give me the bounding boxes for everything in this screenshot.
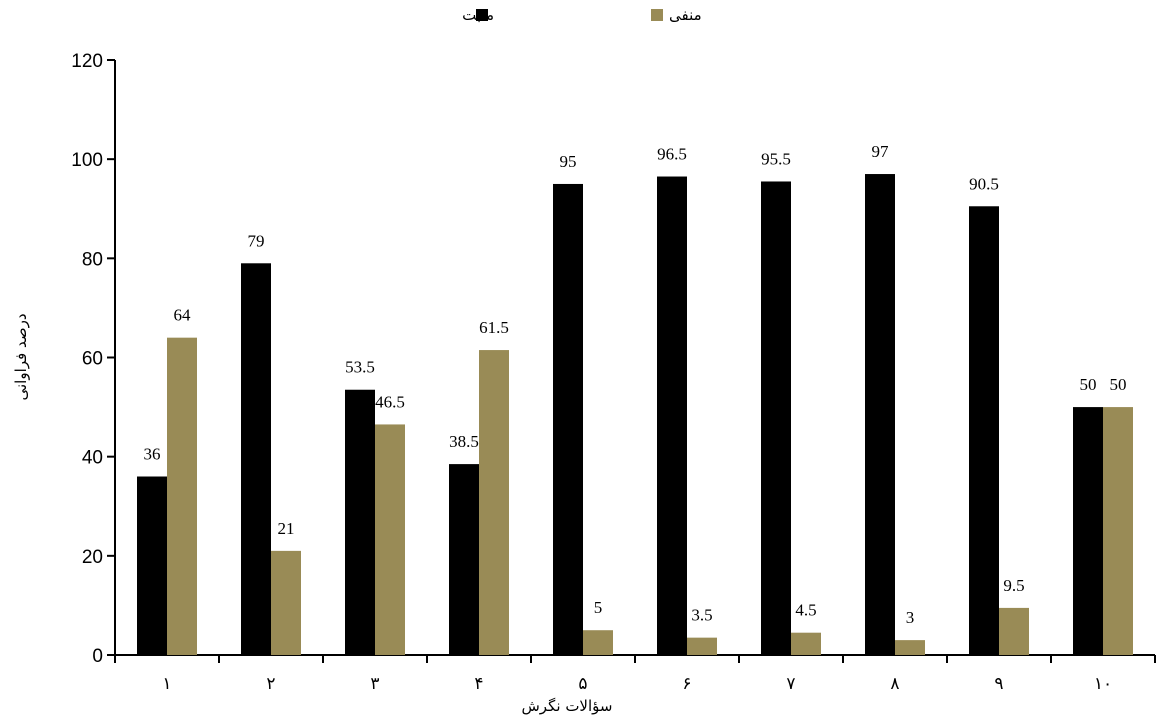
data-label: 21	[278, 519, 295, 538]
x-tick-label: ۲	[266, 674, 275, 694]
data-label: 9.5	[1003, 576, 1024, 595]
bar-positive	[657, 176, 687, 656]
x-tick-label: ۸	[890, 674, 899, 694]
data-label: 53.5	[345, 358, 375, 377]
data-label: 46.5	[375, 392, 405, 411]
data-label: 79	[248, 231, 265, 250]
legend: مثبت منفی	[462, 6, 701, 24]
data-label: 97	[872, 142, 890, 161]
y-tick-label: 100	[71, 150, 103, 171]
bar-negative	[791, 632, 821, 655]
x-axis-title: سؤالات نگرش	[522, 697, 613, 715]
data-label: 4.5	[795, 601, 816, 620]
data-label: 3	[906, 608, 915, 627]
bar-negative	[271, 550, 301, 655]
data-label: 5	[594, 598, 603, 617]
x-tick-label: ۱۰	[1094, 674, 1112, 694]
bar-positive	[969, 206, 999, 656]
data-label: 90.5	[969, 174, 999, 193]
data-label: 3.5	[691, 606, 712, 625]
bar-positive	[553, 183, 583, 656]
bar-positive	[241, 263, 271, 655]
y-tick-label: 20	[82, 547, 103, 568]
data-label: 64	[174, 306, 192, 325]
y-tick-label: 80	[82, 249, 103, 270]
bar-negative	[375, 424, 405, 655]
bar-positive	[449, 464, 479, 655]
y-tick-label: 40	[82, 448, 103, 469]
bar-negative	[479, 350, 509, 655]
data-label: 36	[144, 445, 161, 464]
y-tick-label: 60	[82, 349, 103, 370]
y-axis-title: درصد فراوانی	[12, 313, 30, 400]
data-label: 38.5	[449, 432, 479, 451]
y-tick-label: 0	[92, 646, 103, 667]
bar-negative	[895, 640, 925, 655]
data-label: 61.5	[479, 318, 509, 337]
data-label: 96.5	[657, 145, 687, 164]
bar-positive	[345, 389, 375, 655]
data-label: 95.5	[761, 149, 791, 168]
bar-positive	[1073, 407, 1103, 655]
y-tick-label: 120	[71, 51, 103, 72]
data-label: 50	[1110, 375, 1127, 394]
x-tick-label: ۷	[786, 674, 795, 694]
y-axis: 0 20 40 60 80 100 120	[71, 51, 116, 667]
data-label: 95	[560, 152, 577, 171]
x-tick-label: ۶	[682, 674, 691, 694]
bar-positive	[865, 174, 895, 655]
x-tick-label: ۳	[370, 674, 379, 694]
bar-negative	[167, 337, 197, 655]
legend-label-negative: منفی	[669, 6, 702, 24]
bar-negative	[583, 630, 613, 655]
x-tick-label: ۴	[474, 674, 483, 694]
bars	[137, 174, 1133, 656]
bar-negative	[999, 607, 1029, 655]
data-label: 50	[1080, 375, 1097, 394]
x-axis: ۱ ۲ ۳ ۴ ۵ ۶ ۷ ۸ ۹ ۱۰	[114, 654, 1156, 694]
data-labels: 36 64 79 21 53.546.5 38.5 61.5 95 5 96.5 3.5 95.5 4.…	[144, 142, 1127, 627]
x-tick-label: ۱	[162, 674, 171, 694]
bar-negative	[687, 637, 717, 655]
bar-negative	[1103, 407, 1133, 655]
x-tick-label: ۵	[578, 674, 587, 694]
legend-swatch-negative	[651, 9, 663, 21]
legend-swatch-positive	[476, 9, 488, 21]
bar-positive	[137, 476, 167, 655]
bar-positive	[761, 181, 791, 655]
legend-label-positive: مثبت	[462, 6, 494, 24]
x-tick-label: ۹	[994, 674, 1003, 694]
